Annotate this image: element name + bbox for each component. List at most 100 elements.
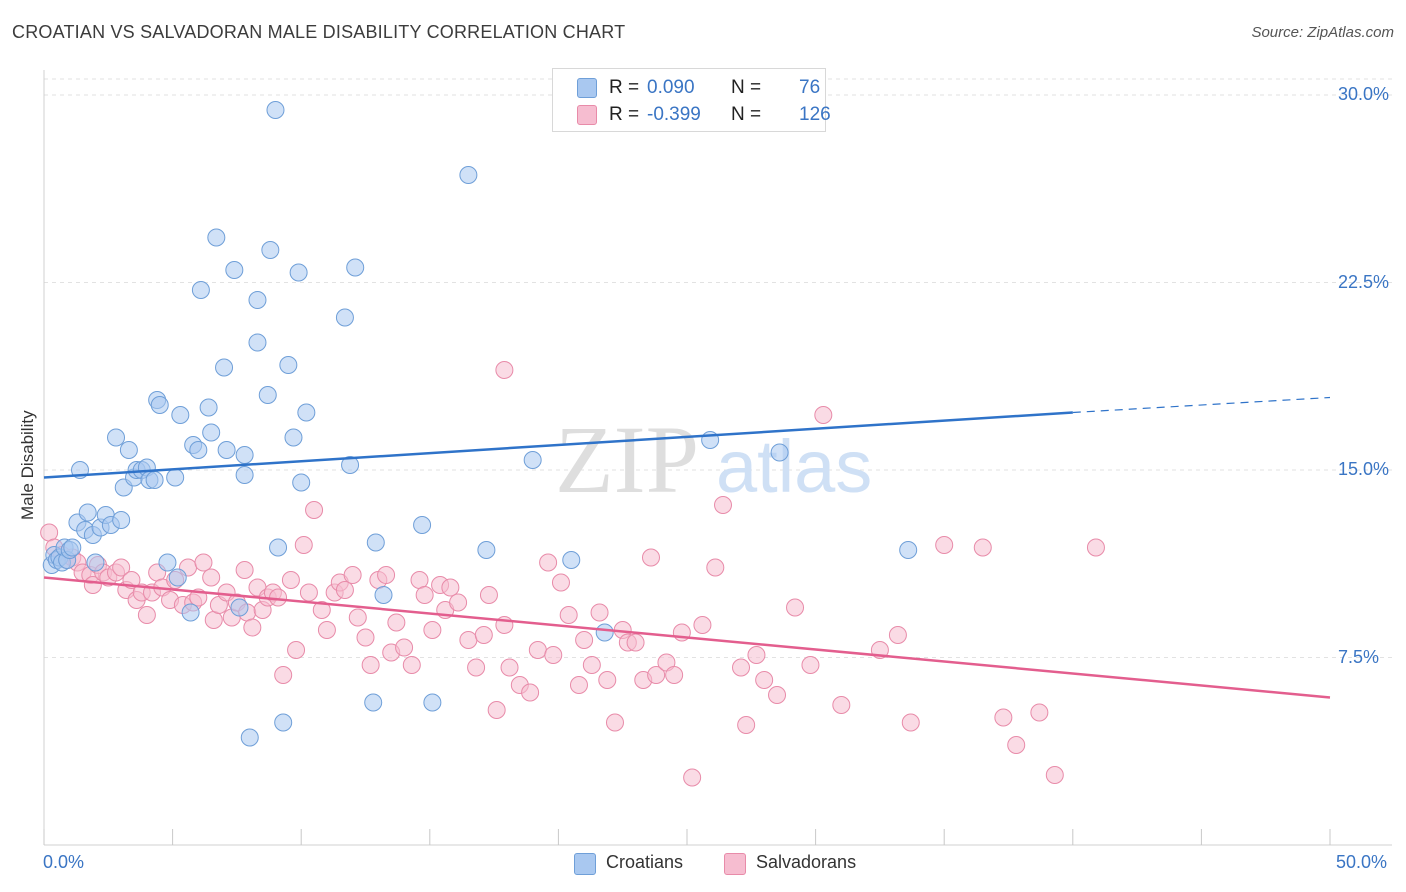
salvadoran-point: [901, 713, 920, 732]
salvadorans-points: [40, 361, 1105, 787]
salvadoran-point: [202, 568, 221, 587]
legend-n-value: 76: [799, 77, 821, 98]
salvadoran-point: [356, 628, 375, 647]
salvadoran-point: [626, 633, 645, 652]
salvadoran-point: [693, 616, 712, 634]
croatian-point: [562, 551, 581, 569]
salvadoran-point: [287, 641, 306, 659]
croatian-point: [289, 263, 308, 282]
croatian-point: [364, 693, 383, 712]
croatian-point: [341, 456, 360, 474]
croatian-point: [374, 586, 393, 604]
salvadoran-point: [495, 361, 514, 379]
croatian-point: [150, 396, 169, 414]
croatian-point: [145, 471, 164, 489]
watermark-atlas: atlas: [716, 425, 872, 508]
croatian-point: [770, 443, 789, 462]
salvadoran-point: [665, 666, 684, 684]
salvadoran-point: [732, 658, 751, 677]
salvadorans-trend-line: [43, 576, 1331, 699]
croatian-point: [217, 441, 236, 459]
croatian-point: [459, 166, 478, 184]
salvadoran-point: [500, 658, 519, 677]
salvadoran-point: [935, 536, 954, 554]
croatian-point: [366, 533, 385, 552]
legend-n-value: 126: [799, 104, 831, 125]
croatian-point: [158, 553, 177, 572]
croatian-point: [86, 553, 105, 572]
salvadoran-point: [487, 701, 506, 719]
croatians-legend-swatch: [574, 853, 596, 875]
croatian-point: [215, 358, 234, 377]
croatian-point: [235, 446, 254, 464]
croatian-point: [171, 406, 190, 424]
salvadoran-point: [521, 683, 540, 702]
salvadoran-point: [1007, 736, 1026, 754]
salvadoran-point: [706, 558, 725, 577]
salvadoran-point: [335, 581, 354, 599]
chart-title: CROATIAN VS SALVADORAN MALE DISABILITY C…: [12, 22, 626, 42]
salvadoran-point: [814, 406, 833, 424]
salvadoran-point: [755, 671, 774, 689]
croatians-trend-extension: [1072, 396, 1331, 414]
salvadoran-point: [551, 573, 570, 592]
salvadoran-point: [387, 613, 406, 632]
salvadoran-point: [395, 638, 414, 657]
croatian-point: [248, 333, 267, 352]
salvadoran-point: [539, 553, 558, 572]
croatian-point: [292, 473, 311, 492]
watermark-zip: ZIP: [555, 406, 699, 513]
croatian-point: [269, 538, 288, 557]
salvadoran-point: [747, 646, 766, 664]
croatians-points: [42, 101, 918, 747]
legend-n-label: N =: [731, 77, 762, 98]
salvadoran-point: [194, 553, 213, 572]
salvadoran-point: [1045, 766, 1064, 784]
salvadoran-point: [528, 641, 547, 659]
croatian-point: [261, 241, 280, 259]
trend-lines: [43, 396, 1331, 699]
salvadoran-point: [343, 566, 362, 584]
salvadoran-point: [235, 561, 254, 579]
croatian-point: [181, 603, 200, 622]
croatian-point: [189, 441, 208, 459]
legend-r-value: -0.399: [647, 104, 701, 125]
salvadoran-point: [204, 611, 223, 629]
salvadoran-point: [467, 658, 486, 677]
croatian-point: [274, 713, 293, 732]
x-tick-label-min: 0.0%: [43, 852, 85, 872]
croatian-point: [279, 356, 298, 374]
salvadoran-point: [348, 608, 367, 627]
salvadoran-point: [410, 571, 429, 589]
legend-r-label: R =: [609, 104, 640, 125]
croatian-point: [240, 728, 259, 747]
correlation-legend: R = 0.090 N = 76 R = -0.399 N = 126: [552, 68, 831, 132]
salvadoran-point: [269, 588, 288, 607]
croatian-point: [202, 423, 221, 442]
salvadoran-point: [317, 621, 336, 639]
salvadoran-point: [647, 666, 666, 684]
croatian-point: [423, 693, 442, 712]
croatian-point: [266, 101, 285, 119]
salvadoran-point: [274, 666, 293, 684]
salvadoran-point: [575, 631, 594, 649]
croatian-point: [191, 281, 210, 299]
croatian-point: [248, 291, 267, 309]
legend-n-label: N =: [731, 104, 762, 125]
salvadoran-point: [641, 548, 660, 567]
croatian-point: [168, 568, 187, 587]
croatian-point: [297, 403, 316, 422]
croatian-point: [225, 261, 244, 279]
salvadoran-point: [994, 708, 1013, 727]
salvadoran-point: [1086, 538, 1105, 557]
salvadoran-point: [605, 713, 624, 732]
salvadoran-point: [768, 686, 787, 704]
salvadoran-point: [1030, 703, 1049, 722]
salvadoran-point: [361, 656, 380, 674]
salvadoran-point: [832, 696, 851, 714]
croatian-point: [63, 538, 82, 557]
salvadoran-point: [569, 676, 588, 694]
salvadorans-swatch: [577, 105, 597, 125]
salvadoran-point: [459, 631, 478, 649]
croatian-point: [899, 541, 918, 559]
